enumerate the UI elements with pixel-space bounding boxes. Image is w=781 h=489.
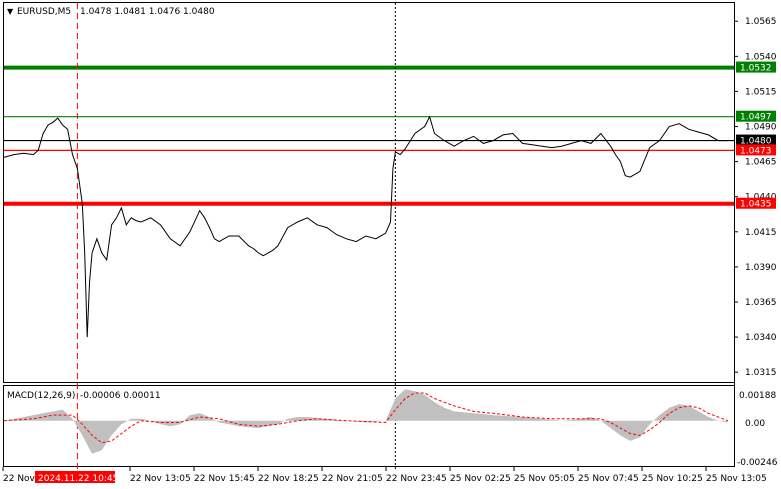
level-lines [4, 65, 734, 206]
vertical-markers [76, 3, 396, 470]
level-tag-bg-4 [736, 197, 776, 209]
price-tick-label-7: 1.0390 [745, 263, 777, 273]
price-tick-label-6: 1.0415 [745, 228, 777, 238]
price-tick-label-3: 1.0490 [745, 123, 777, 133]
macd-scale-mid: 0.00 [745, 419, 765, 429]
time-label-0: 22 Nov [3, 474, 36, 484]
price-tick-label-10: 1.0315 [745, 368, 777, 378]
price-axis: 1.05651.05401.05151.04901.04651.04401.04… [734, 17, 777, 378]
highlight-time-bg [35, 471, 115, 483]
symbol-label: EURUSD,M5 [17, 7, 71, 17]
price-tick-label-2: 1.0515 [745, 87, 777, 97]
time-label-4: 22 Nov 18:25 [258, 474, 319, 484]
level-tag-label-3: 1.0473 [740, 146, 772, 156]
time-label-7: 25 Nov 02:25 [450, 474, 511, 484]
main-chart-frame [3, 2, 735, 383]
level-tag-label-2: 1.0480 [740, 137, 772, 147]
level-tag-bg-1 [736, 110, 776, 122]
macd-values: -0.00006 0.00011 [80, 391, 161, 401]
time-label-6: 22 Nov 23:45 [386, 474, 447, 484]
macd-plot-group [3, 389, 729, 454]
ohlc-values: 1.0478 1.0481 1.0476 1.0480 [80, 7, 215, 17]
time-label-5: 22 Nov 21:05 [322, 474, 383, 484]
chart-menu-arrow-icon[interactable]: ▼ [7, 7, 14, 16]
level-tag-label-0: 1.0532 [740, 64, 772, 74]
level-tag-bg-2 [736, 134, 776, 146]
macd-axis: 0.00188 0.00 -0.00246 [737, 391, 778, 468]
price-line-series [3, 115, 728, 338]
time-label-2: 22 Nov 13:05 [130, 474, 191, 484]
level-tag-bg-3 [736, 144, 776, 156]
price-tick-label-8: 1.0365 [745, 298, 777, 308]
macd-scale-top: 0.00188 [739, 391, 776, 401]
price-tick-label-1: 1.0540 [745, 52, 777, 62]
price-tick-label-4: 1.0465 [745, 158, 777, 168]
price-tick-label-5: 1.0440 [745, 193, 777, 203]
time-label-9: 25 Nov 07:45 [578, 474, 639, 484]
time-axis: 22 Nov 2024.11.22 10:45 22 Nov 13:05 22 Nov… [2, 467, 767, 484]
time-label-10: 25 Nov 10:25 [642, 474, 703, 484]
price-line-group [3, 115, 728, 338]
macd-scale-bottom: -0.00246 [737, 458, 778, 468]
time-label-3: 22 Nov 15:45 [194, 474, 255, 484]
time-label-11: 25 Nov 13:05 [706, 474, 767, 484]
level-tag-label-4: 1.0435 [740, 200, 772, 210]
price-tick-label-0: 1.0565 [745, 17, 777, 27]
macd-label: MACD(12,26,9) [7, 391, 75, 401]
level-tag-label-1: 1.0497 [740, 113, 772, 123]
level-tag-bg-0 [736, 61, 776, 73]
macd-signal-line [3, 392, 729, 444]
highlight-time-label: 2024.11.22 10:45 [38, 474, 118, 484]
time-label-8: 25 Nov 05:05 [514, 474, 575, 484]
price-tick-label-9: 1.0340 [745, 333, 777, 343]
